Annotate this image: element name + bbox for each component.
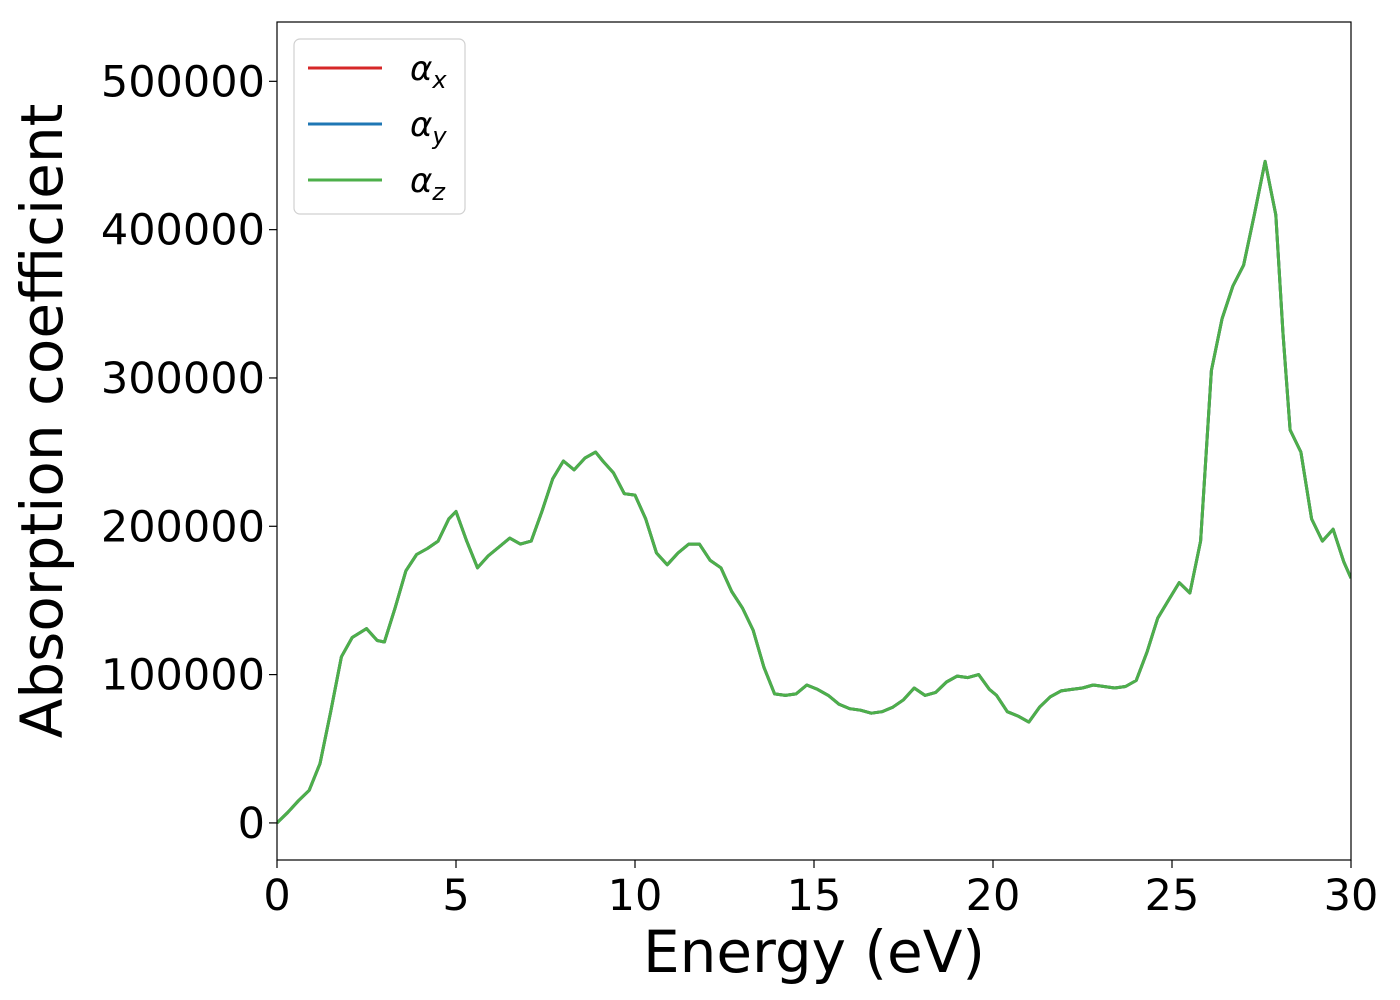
x-tick-label: 20 [966, 871, 1021, 921]
x-tick-label: 15 [787, 871, 842, 921]
x-axis-label: Energy (eV) [643, 918, 985, 986]
y-axis-label: Absorption coefficient [8, 104, 76, 739]
x-tick-label: 10 [608, 871, 663, 921]
x-axis: 0 5 10 15 20 25 30 [263, 860, 1378, 921]
y-tick-label: 0 [238, 799, 265, 849]
series-layer [277, 159, 1351, 824]
x-tick-label: 5 [442, 871, 469, 921]
x-tick-label: 30 [1324, 871, 1379, 921]
series-line-x [277, 159, 1351, 824]
series-line-z [277, 159, 1351, 824]
y-axis: 0 100000 200000 300000 400000 500000 [101, 57, 277, 849]
y-tick-label: 200000 [101, 502, 265, 552]
x-tick-label: 0 [263, 871, 290, 921]
y-tick-label: 400000 [101, 206, 265, 256]
x-tick-label: 25 [1145, 871, 1200, 921]
series-line-y [277, 159, 1351, 824]
legend-label-z: αz [410, 161, 446, 206]
y-tick-label: 100000 [101, 651, 265, 701]
y-tick-label: 500000 [101, 57, 265, 107]
legend-box [293, 38, 466, 215]
y-tick-label: 300000 [101, 354, 265, 404]
